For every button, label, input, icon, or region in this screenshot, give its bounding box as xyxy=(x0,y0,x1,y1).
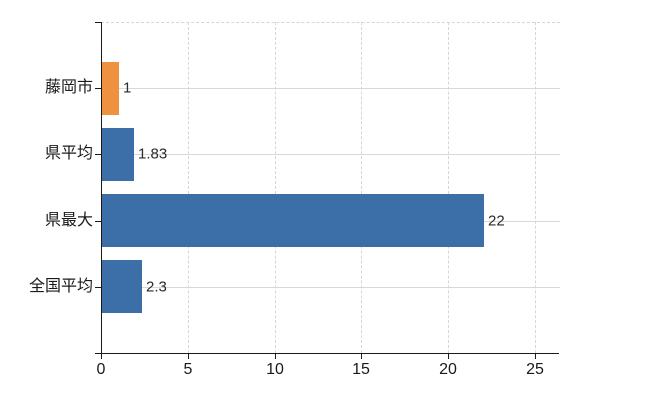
bar-藤岡市 xyxy=(102,62,119,115)
gridline-horizontal xyxy=(102,287,560,288)
x-axis-tick xyxy=(275,354,276,359)
category-label: 県平均 xyxy=(44,145,93,162)
category-label: 全国平均 xyxy=(28,278,93,295)
gridline-horizontal xyxy=(102,154,560,155)
x-tick-label: 0 xyxy=(96,361,106,378)
x-axis-tick xyxy=(101,354,102,359)
bar-value-label: 1.83 xyxy=(138,145,168,163)
plot-area xyxy=(101,22,560,353)
bar-県平均 xyxy=(102,128,134,181)
x-axis-tick xyxy=(535,354,536,359)
x-tick-label: 20 xyxy=(439,361,457,378)
category-label: 県最大 xyxy=(44,212,93,229)
y-axis-top-tick xyxy=(95,22,101,23)
gridline-vertical xyxy=(361,22,362,353)
y-axis-tick xyxy=(95,154,101,155)
category-label: 藤岡市 xyxy=(44,79,93,96)
bar-value-label: 2.3 xyxy=(146,278,167,296)
x-tick-label: 25 xyxy=(526,361,544,378)
y-axis-line xyxy=(101,22,102,354)
gridline-vertical xyxy=(535,22,536,353)
x-tick-label: 15 xyxy=(352,361,370,378)
bar-全国平均 xyxy=(102,260,142,313)
bar-value-label: 22 xyxy=(488,212,505,230)
x-tick-label: 5 xyxy=(183,361,193,378)
x-axis-line xyxy=(95,353,559,354)
x-tick-label: 10 xyxy=(266,361,284,378)
y-axis-tick xyxy=(95,221,101,222)
x-axis-tick xyxy=(448,354,449,359)
y-axis-tick xyxy=(95,287,101,288)
x-axis-tick xyxy=(361,354,362,359)
bar-県最大 xyxy=(102,194,484,247)
y-axis-tick xyxy=(95,88,101,89)
gridline-horizontal xyxy=(102,88,560,89)
x-axis-tick xyxy=(188,354,189,359)
bar-value-label: 1 xyxy=(123,79,132,97)
gridline-vertical xyxy=(448,22,449,353)
gridline-vertical xyxy=(188,22,189,353)
gridline-vertical xyxy=(275,22,276,353)
